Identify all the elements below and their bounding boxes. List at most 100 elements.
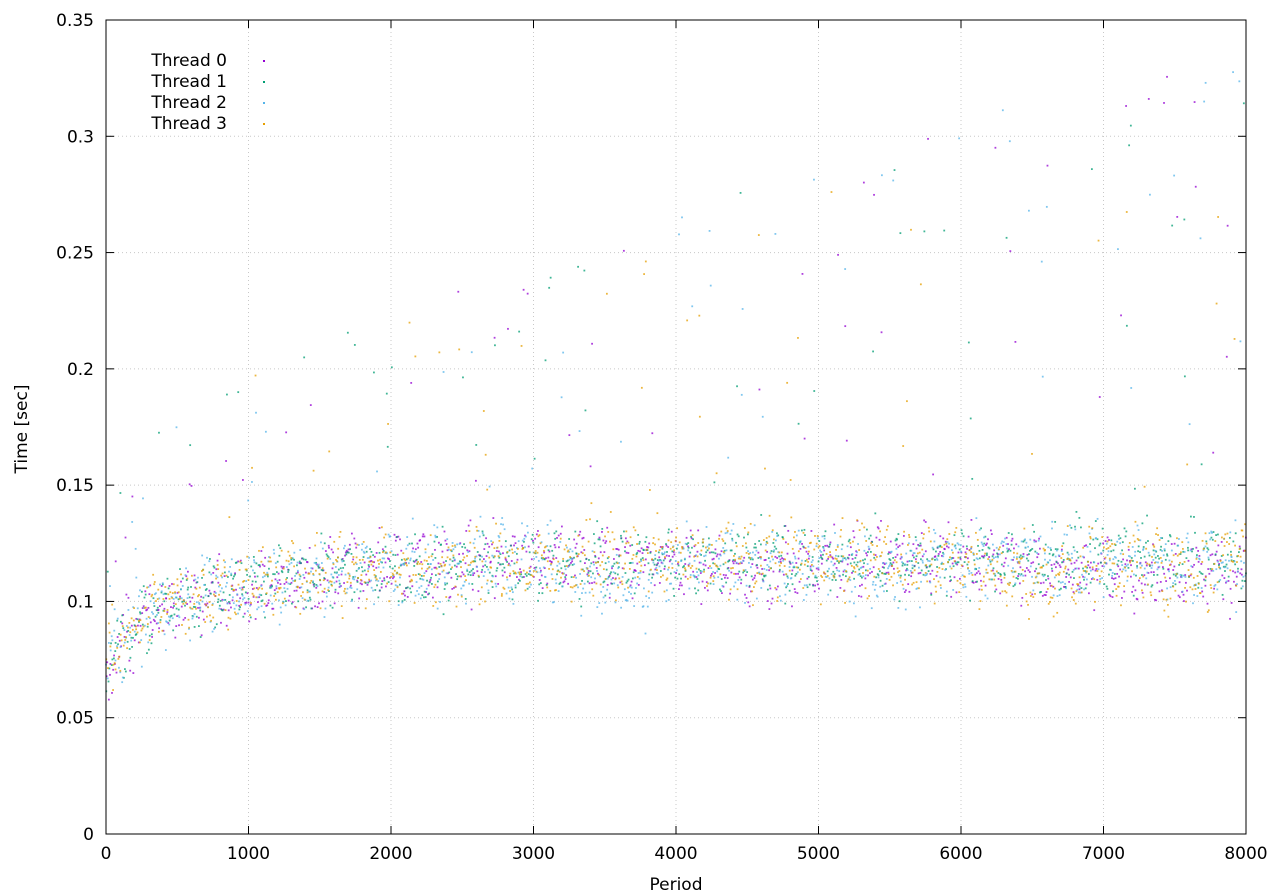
data-point <box>239 597 242 600</box>
data-point <box>444 582 446 584</box>
data-point <box>432 605 435 607</box>
data-point <box>378 551 381 554</box>
data-point <box>373 574 376 576</box>
data-point <box>1183 551 1186 553</box>
data-point <box>169 615 172 618</box>
data-point <box>1080 526 1082 529</box>
data-point <box>358 597 361 600</box>
data-point <box>852 540 854 543</box>
data-point <box>1044 543 1047 546</box>
data-point <box>414 355 417 358</box>
data-point <box>1165 598 1168 601</box>
data-point <box>107 698 110 701</box>
data-point <box>776 600 779 602</box>
data-point <box>430 583 433 585</box>
data-point <box>340 605 343 608</box>
data-point <box>902 562 905 565</box>
data-point <box>269 556 272 559</box>
data-point <box>967 535 970 538</box>
data-point <box>559 581 562 584</box>
data-point <box>668 582 671 585</box>
data-point <box>246 592 249 595</box>
data-point <box>1043 552 1046 555</box>
data-point <box>562 557 565 560</box>
data-point <box>842 570 845 573</box>
data-point <box>197 576 199 579</box>
data-point <box>729 533 732 535</box>
data-point <box>629 585 631 588</box>
data-point <box>367 570 370 573</box>
data-point <box>873 588 876 591</box>
data-point <box>1218 564 1220 567</box>
data-point <box>1241 529 1244 532</box>
data-point <box>1042 547 1045 550</box>
data-point <box>748 585 751 588</box>
data-point <box>862 575 865 578</box>
data-point <box>673 553 676 556</box>
data-point <box>795 539 798 542</box>
data-point <box>486 542 489 545</box>
data-point <box>182 599 185 602</box>
data-point <box>788 589 791 592</box>
data-point <box>201 600 204 603</box>
data-point <box>1046 587 1049 590</box>
data-point <box>776 535 779 537</box>
data-point <box>808 557 810 560</box>
data-point <box>250 602 252 604</box>
data-point <box>368 565 370 568</box>
data-point <box>1005 604 1008 607</box>
data-point <box>369 560 372 563</box>
data-point <box>1047 577 1050 580</box>
data-point <box>794 531 796 533</box>
data-point <box>163 600 166 603</box>
data-point <box>296 586 299 589</box>
data-point <box>1056 548 1059 551</box>
data-point <box>957 551 960 554</box>
data-point <box>344 592 347 595</box>
data-point <box>1087 564 1090 567</box>
x-tick-label: 3000 <box>512 844 555 864</box>
data-point <box>557 534 560 537</box>
data-point <box>290 557 293 559</box>
data-point <box>991 578 993 581</box>
data-point <box>368 560 371 563</box>
data-point <box>571 586 574 589</box>
data-point <box>251 466 253 469</box>
data-point <box>478 575 480 578</box>
data-point <box>1083 556 1085 559</box>
data-point <box>252 594 255 597</box>
data-point <box>175 607 178 610</box>
data-point <box>218 553 221 556</box>
data-point <box>899 557 902 560</box>
data-point <box>253 559 255 562</box>
data-point <box>604 601 607 604</box>
data-point <box>273 595 276 597</box>
data-point <box>827 556 830 558</box>
data-point <box>917 562 920 564</box>
data-point <box>398 566 400 569</box>
data-point <box>563 580 566 583</box>
data-point <box>1084 565 1087 568</box>
data-point <box>834 579 837 581</box>
data-point <box>1022 580 1025 582</box>
data-point <box>903 591 906 594</box>
data-point <box>1108 594 1111 596</box>
data-point <box>1163 102 1165 104</box>
data-point <box>996 555 999 558</box>
data-point <box>487 592 490 594</box>
data-point <box>491 543 493 546</box>
data-point <box>625 530 628 533</box>
data-point <box>518 571 521 574</box>
data-point <box>495 522 497 525</box>
data-point <box>534 552 537 555</box>
data-point <box>795 566 798 569</box>
data-point <box>768 514 771 517</box>
data-point <box>1022 540 1025 543</box>
data-point <box>1061 545 1064 547</box>
data-point <box>635 587 637 589</box>
data-point <box>389 535 391 538</box>
data-point <box>1038 572 1041 575</box>
data-point <box>1197 560 1200 563</box>
data-point <box>1234 519 1237 522</box>
data-point <box>313 561 316 564</box>
